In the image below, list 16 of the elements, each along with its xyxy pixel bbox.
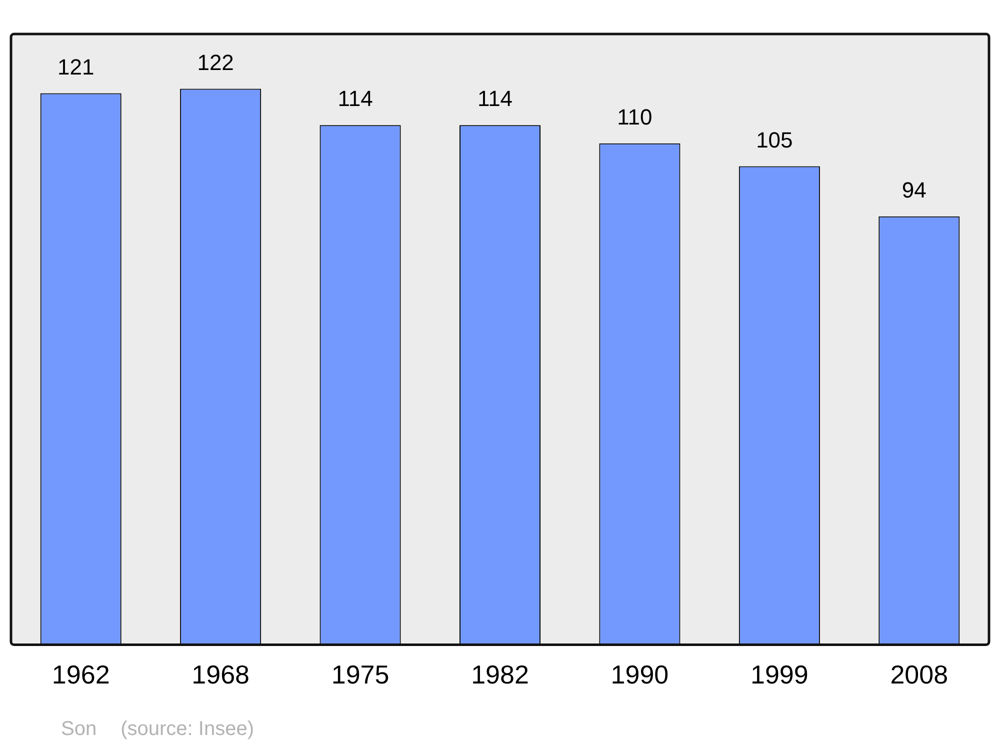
data-label: 122 [197,50,234,75]
data-label: 105 [756,127,793,152]
x-tick-label: 1999 [750,660,808,690]
x-tick-label: 1968 [192,660,250,690]
x-tick-label: 1990 [610,660,669,690]
data-label: 114 [477,86,513,112]
text: (source: Insee) [120,718,254,740]
data-label: 94 [902,177,926,202]
x-tick-label: 1962 [52,660,110,690]
data-label: 121 [58,54,94,80]
data-label: 110 [617,104,652,130]
text: Son [61,718,97,740]
data-label: 114 [338,86,373,112]
x-tick-label: 2008 [890,660,948,690]
x-tick-label: 1975 [331,660,390,690]
x-tick-label: 1982 [471,660,529,690]
